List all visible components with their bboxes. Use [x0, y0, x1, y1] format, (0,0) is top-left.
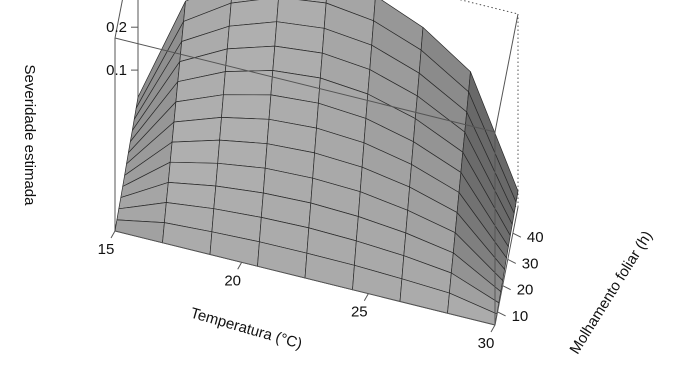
box-edge-bottom-right [494, 206, 519, 326]
y-tick-mark [502, 285, 511, 291]
x-tick-label: 25 [351, 304, 368, 321]
x-tick-mark [363, 293, 369, 301]
box-edge-front-bottom [114, 230, 496, 326]
surface-facet [226, 21, 278, 50]
x-tick-mark [110, 230, 116, 239]
surface-facet [169, 139, 220, 164]
surface-facet [114, 219, 165, 244]
z-tick-label: 0.2 [106, 19, 127, 36]
surface-facet [221, 94, 272, 120]
y-tick-mark [512, 232, 522, 238]
z-axis: 0.10.20.30.4 [106, 19, 138, 79]
x-axis: 15 20 25 30 [98, 230, 496, 352]
x-tick-mark [490, 324, 496, 333]
surface-facet [224, 45, 276, 72]
surface-facet [219, 117, 270, 145]
surface-facet [167, 161, 219, 187]
bounding-box-front [114, 13, 519, 326]
surface-facet [230, 0, 260, 4]
box-edge-top-left [114, 0, 123, 39]
surface-facet [223, 70, 274, 96]
box-edge-top-right [494, 13, 519, 133]
x-tick-label: 20 [224, 272, 241, 289]
y-tick-label: 10 [512, 308, 529, 325]
z-tick-label: 0.1 [106, 62, 127, 79]
x-tick-label: 15 [98, 241, 115, 258]
y-tick-label: 30 [522, 255, 539, 272]
y-tick-mark [507, 258, 517, 264]
y-axis: 10 20 30 40 [497, 229, 544, 325]
z-axis-title: Severidade estimada [21, 65, 38, 207]
x-tick-label: 30 [478, 335, 495, 352]
y-axis-title: Molhamento foliar (h) [566, 228, 656, 357]
y-tick-label: 20 [517, 282, 534, 299]
box-edge-front-top [114, 37, 496, 133]
response-surface [114, 0, 519, 326]
y-tick-mark [497, 311, 506, 317]
y-tick-label: 40 [527, 229, 544, 246]
x-axis-title: Temperatura (°C) [189, 305, 304, 353]
x-tick-mark [237, 262, 243, 270]
